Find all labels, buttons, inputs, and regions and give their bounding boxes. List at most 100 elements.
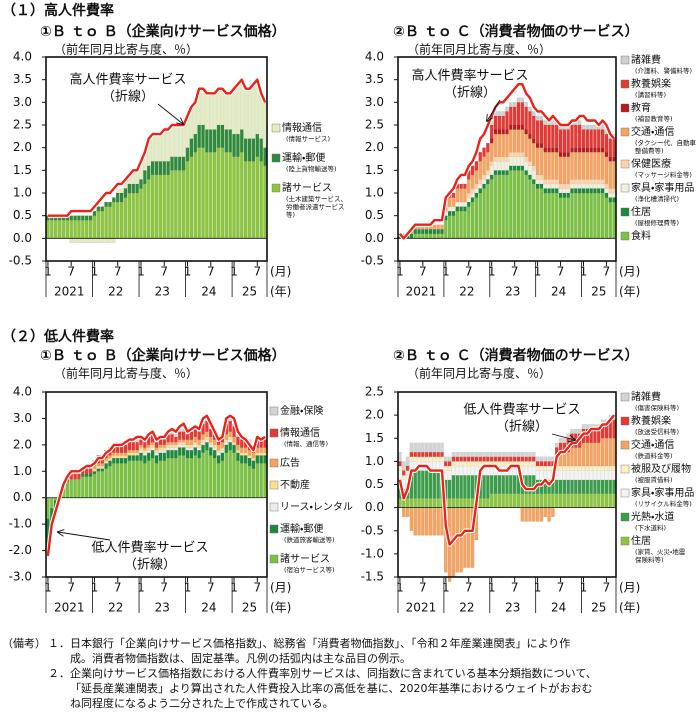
bar-segment <box>193 442 198 446</box>
bar-segment <box>413 456 417 462</box>
bar-segment <box>119 452 124 456</box>
bar-segment <box>600 147 605 153</box>
bar-segment <box>554 479 559 494</box>
bar-segment <box>466 507 471 568</box>
bar-segment <box>466 456 471 462</box>
bar-segment <box>115 455 120 459</box>
bar-segment <box>158 444 163 448</box>
bar-segment <box>554 442 559 448</box>
bar-segment <box>600 188 605 194</box>
bar-segment <box>201 444 205 453</box>
bar-segment <box>566 192 570 198</box>
y-tick-label: 3.0 <box>365 95 384 109</box>
x-tick-label: 1 <box>580 581 588 595</box>
bar-segment <box>589 124 593 130</box>
y-tick-label: 2.5 <box>13 118 32 132</box>
bar-segment <box>489 493 494 508</box>
bar-segment <box>585 465 590 471</box>
bar-segment <box>135 192 139 239</box>
bar-segment <box>139 444 143 448</box>
bar-segment <box>127 460 132 498</box>
bar-segment <box>146 460 151 498</box>
y-tick-label: 1.0 <box>13 186 32 200</box>
bar-segment <box>162 439 167 446</box>
bar-segment <box>577 192 582 239</box>
bar-segment <box>174 449 178 459</box>
bar-segment <box>421 229 425 234</box>
bar-segment <box>463 498 467 508</box>
bar-segment <box>516 165 521 171</box>
bar-segment <box>562 188 567 194</box>
bar-segment <box>88 473 93 477</box>
bar-segment <box>501 461 505 467</box>
bar-segment <box>247 161 252 239</box>
x-tick-label: 1 <box>137 265 145 279</box>
bar-segment <box>581 493 586 508</box>
bar-segment <box>146 449 151 453</box>
y-tick-label: 1.5 <box>13 163 32 177</box>
bar-segment <box>512 102 517 108</box>
bar-segment <box>228 439 232 443</box>
bar-segment <box>185 161 190 239</box>
bar-segment <box>139 447 143 451</box>
bar-segment <box>470 174 475 189</box>
bar-segment <box>604 156 609 185</box>
bar-segment <box>509 124 513 130</box>
legend-detail: (被服賃借料) <box>635 475 673 484</box>
bar-segment <box>174 156 178 171</box>
bar-segment <box>247 457 252 467</box>
year-label: 23 <box>155 285 170 299</box>
bar-segment <box>478 456 482 462</box>
x-tick-label: 1 <box>442 265 450 279</box>
annotation: 高人件費率サービス <box>411 68 528 84</box>
x-tick-label: 1 <box>44 581 52 595</box>
bar-segment <box>220 442 225 448</box>
bar-segment <box>220 124 225 148</box>
bar-segment <box>535 183 540 189</box>
bar-segment <box>608 192 613 198</box>
bar-segment <box>440 451 444 457</box>
bar-segment <box>463 451 467 457</box>
bar-segment <box>455 451 460 457</box>
bar-segment <box>528 179 532 239</box>
bar-segment <box>520 97 525 103</box>
legend-detail: (宿泊サービス等) <box>284 565 335 574</box>
bar-segment <box>524 161 528 171</box>
bar-segment <box>189 439 194 446</box>
bar-segment <box>509 456 513 462</box>
legend-swatch <box>620 231 630 241</box>
bar-segment <box>255 463 260 498</box>
bar-segment <box>197 447 201 451</box>
bar-segment <box>166 444 170 448</box>
bar-segment <box>589 129 593 148</box>
x-tick-label: 7 <box>67 581 75 595</box>
bar-segment <box>108 460 112 467</box>
bar-segment <box>417 442 421 453</box>
bar-segment <box>501 129 505 135</box>
bar-segment <box>466 475 471 499</box>
x-tick-label: 7 <box>603 265 611 279</box>
x-tick-label: 1 <box>488 265 496 279</box>
bar-segment <box>547 192 551 239</box>
legend-detail: (鉄道旅客輸送等) <box>284 535 335 544</box>
x-unit: (月) <box>270 265 291 279</box>
bar-segment <box>100 206 104 212</box>
bar-segment <box>401 461 406 471</box>
bar-segment <box>459 456 463 462</box>
bar-segment <box>543 493 548 508</box>
legend-label: 情報通信 <box>280 426 320 439</box>
bar-segment <box>547 152 551 180</box>
bar-segment <box>212 129 217 153</box>
bar-segment <box>524 465 528 476</box>
bar-segment <box>243 447 248 453</box>
bar-segment <box>170 156 174 171</box>
bar-segment <box>535 174 540 180</box>
bar-segment <box>436 224 440 230</box>
bar-segment <box>520 461 525 467</box>
bar-segment <box>424 233 429 239</box>
bar-segment <box>158 452 163 461</box>
bar-segment <box>478 188 482 194</box>
x-tick-label: 7 <box>557 581 565 595</box>
bar-segment <box>539 465 544 471</box>
bar-segment <box>532 179 536 185</box>
